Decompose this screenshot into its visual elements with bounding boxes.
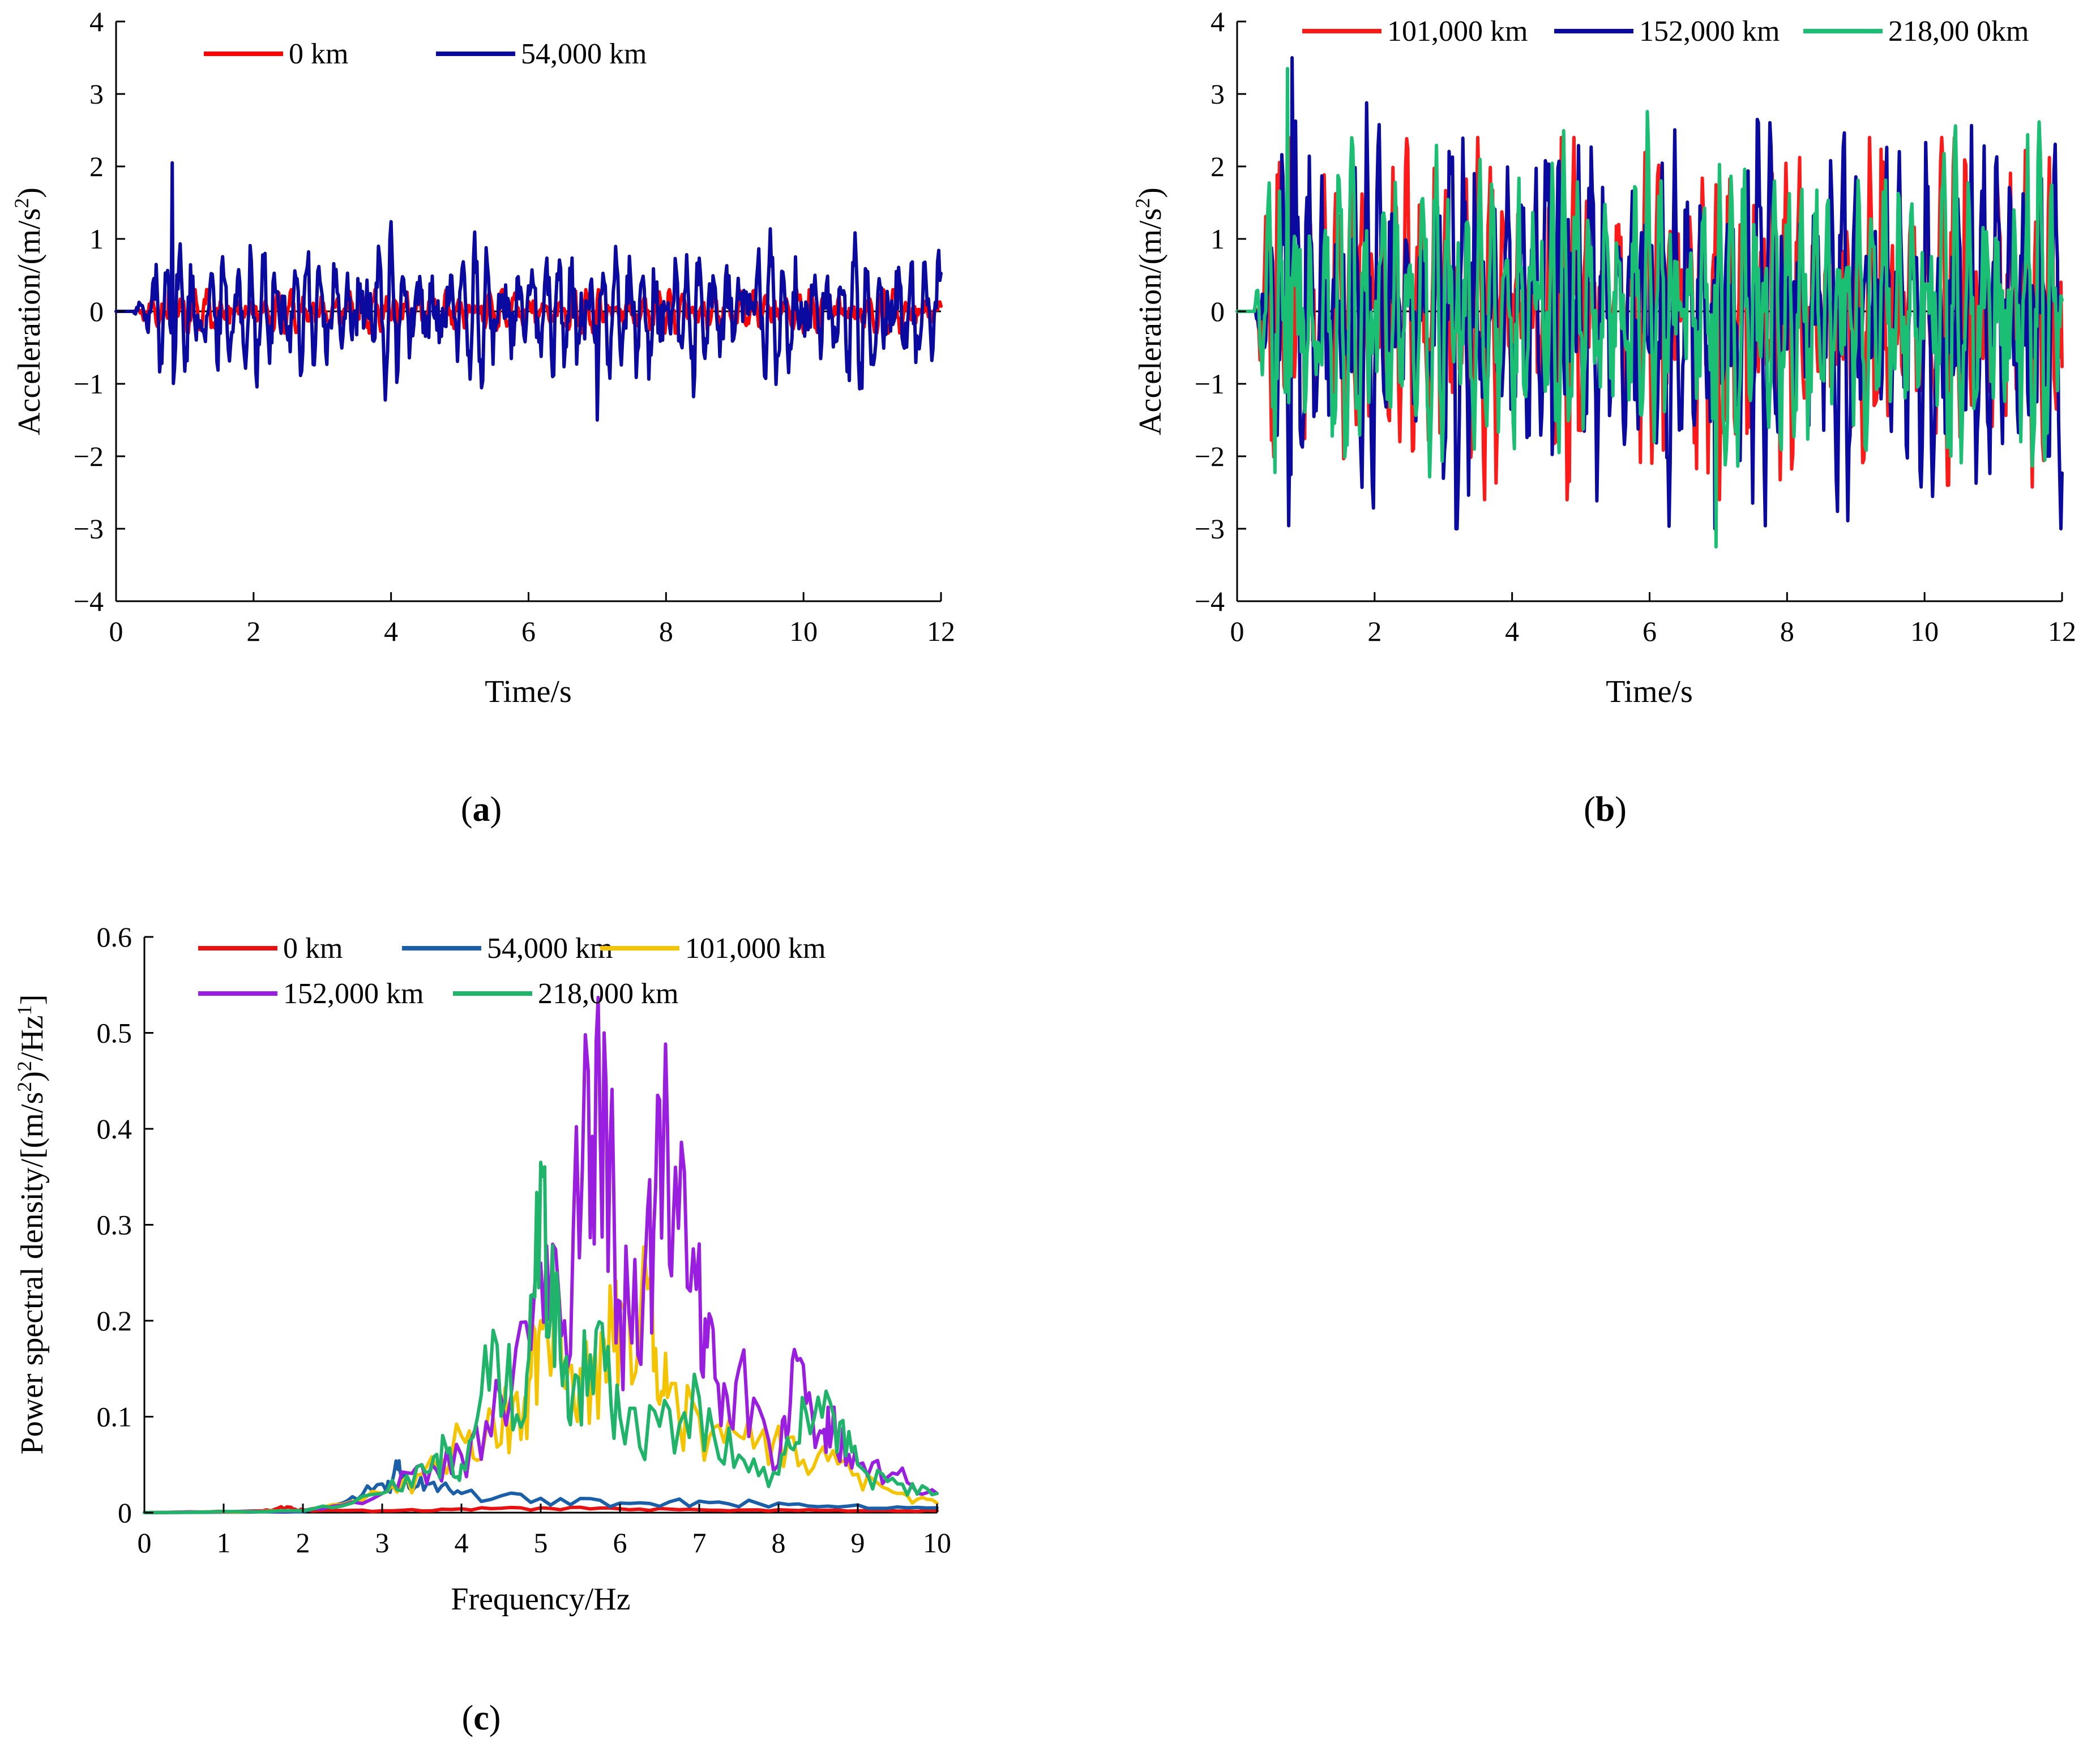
panel-b-caption: (b) xyxy=(1584,790,1627,829)
panel-c-xtick-label: 4 xyxy=(455,1527,469,1559)
panel-a-ytick-label: −2 xyxy=(74,440,104,472)
panel-c-legend-label: 101,000 km xyxy=(685,932,825,965)
panel-a-series-line xyxy=(114,161,943,422)
panel-c-ytick-label: 0.3 xyxy=(97,1209,132,1241)
panel-b-ytick-label: 3 xyxy=(1211,78,1225,110)
panel-c-xtick-label: 7 xyxy=(692,1527,707,1559)
panel-a-caption: (a) xyxy=(461,790,502,829)
panel-a-xtick-label: 6 xyxy=(521,615,536,647)
panel-c-legend-label: 0 km xyxy=(283,932,343,965)
panel-c-xtick-label: 1 xyxy=(217,1527,231,1559)
panel-a-x-axis-label: Time/s xyxy=(485,674,572,709)
panel-c-xtick-label: 8 xyxy=(772,1527,786,1559)
panel-b-ytick-label: −1 xyxy=(1195,368,1225,400)
panel-a-ytick-label: 1 xyxy=(89,223,104,255)
panel-c-legend-label: 152,000 km xyxy=(283,978,424,1010)
panel-c-x-axis-label: Frequency/Hz xyxy=(451,1582,630,1617)
panel-c-series-line xyxy=(143,1459,939,1514)
panel-a-xtick-label: 0 xyxy=(109,615,123,647)
panel-c-yticks: 0 0.1 0.2 0.3 0.4 0.5 0.6 xyxy=(97,921,153,1528)
panel-b-xtick-label: 4 xyxy=(1505,615,1519,647)
panel-b-x-axis-label: Time/s xyxy=(1606,674,1693,709)
panel-c-xtick-label: 9 xyxy=(851,1527,865,1559)
panel-a-legend: 0 km 54,000 km xyxy=(204,38,647,70)
panel-c-series-line xyxy=(143,1505,939,1514)
panel-c-xticks: 0 1 2 3 4 5 6 7 8 9 10 xyxy=(138,1504,951,1559)
panel-b-ytick-label: 2 xyxy=(1211,151,1225,182)
panel-a-xtick-label: 4 xyxy=(384,615,398,647)
panel-c-ytick-label: 0.6 xyxy=(97,921,132,953)
panel-c-legend-label: 54,000 km xyxy=(487,932,613,965)
panel-c-xtick-label: 6 xyxy=(613,1527,627,1559)
panel-a-xtick-label: 12 xyxy=(927,615,955,647)
panel-b-ytick-label: −4 xyxy=(1195,585,1225,617)
panel-b-xtick-label: 2 xyxy=(1367,615,1381,647)
panel-c-psd-chart: 0 1 2 3 4 5 6 7 8 9 10 0 0.1 0.2 0.3 0.4 0.5 0.6 Frequen… xyxy=(13,921,951,1737)
panel-a-series-group xyxy=(114,161,943,422)
panel-a-xtick-label: 8 xyxy=(659,615,673,647)
panel-b-ytick-label: 4 xyxy=(1211,6,1225,37)
panel-c-xtick-label: 10 xyxy=(923,1527,951,1559)
panel-b-yticks: −4 −3 −2 −1 0 1 2 3 4 xyxy=(1195,6,1246,617)
panel-a-xtick-label: 2 xyxy=(246,615,260,647)
panel-b-series-line xyxy=(1235,56,2064,530)
panel-a-legend-label: 0 km xyxy=(289,38,348,70)
panel-a-y-axis-label: Acceleration/(m/s2) xyxy=(10,187,47,435)
panel-b-legend-label: 101,000 km xyxy=(1387,15,1528,48)
panel-b-ytick-label: 0 xyxy=(1211,296,1225,327)
panel-c-ytick-label: 0.5 xyxy=(97,1017,132,1049)
panel-b-series-group xyxy=(1235,56,2064,549)
panel-a-yticks: −4 −3 −2 −1 0 1 2 3 4 xyxy=(74,6,125,617)
panel-b-xtick-label: 12 xyxy=(2048,615,2076,647)
panel-a-xticks: 0 2 4 6 8 10 12 xyxy=(109,592,955,647)
panel-c-series-group xyxy=(143,995,939,1514)
panel-c-y-axis-label: Power spectral density/[(m/s2)2/Hz1] xyxy=(13,995,50,1455)
panel-b-xticks: 0 2 4 6 8 10 12 xyxy=(1230,592,2076,647)
panel-c-legend: 0 km 54,000 km 101,000 km 152,000 km 218,000… xyxy=(198,932,825,1010)
panel-a-ytick-label: −1 xyxy=(74,368,104,400)
panel-a-xtick-label: 10 xyxy=(789,615,818,647)
panel-a-ytick-label: 2 xyxy=(89,151,104,182)
panel-a-ytick-label: −4 xyxy=(74,585,104,617)
panel-c-xtick-label: 2 xyxy=(296,1527,310,1559)
panel-c-legend-label: 218,000 km xyxy=(538,978,678,1010)
panel-b-y-axis-label: Acceleration/(m/s2) xyxy=(1131,187,1168,435)
panel-c-ytick-label: 0.4 xyxy=(97,1113,132,1145)
panel-b-xtick-label: 10 xyxy=(1910,615,1939,647)
panel-b-xtick-label: 6 xyxy=(1643,615,1657,647)
panel-c-xtick-label: 5 xyxy=(534,1527,548,1559)
panel-a-ytick-label: 4 xyxy=(89,6,104,37)
panel-c-series-line xyxy=(143,1161,939,1514)
panel-c-xtick-label: 0 xyxy=(138,1527,152,1559)
panel-a-ytick-label: −3 xyxy=(74,513,104,545)
panel-b-ytick-label: −3 xyxy=(1195,513,1225,545)
panel-a-ytick-label: 0 xyxy=(89,296,104,327)
panel-c-ytick-label: 0.2 xyxy=(97,1305,132,1337)
panel-b-legend-label: 218,00 0km xyxy=(1888,15,2029,48)
panel-c-xtick-label: 3 xyxy=(375,1527,390,1559)
panel-b-series-line xyxy=(1235,67,2064,549)
panel-c-series-line xyxy=(143,995,939,1514)
panel-b-xtick-label: 8 xyxy=(1780,615,1794,647)
panel-b-ytick-label: −2 xyxy=(1195,440,1225,472)
panel-b-legend-label: 152,000 km xyxy=(1639,15,1780,48)
panel-a-legend-label: 54,000 km xyxy=(521,38,647,70)
panel-b-ytick-label: 1 xyxy=(1211,223,1225,255)
panel-b-legend: 101,000 km 152,000 km 218,00 0km xyxy=(1302,15,2029,48)
panel-c-caption: (c) xyxy=(462,1699,501,1737)
panel-a-ytick-label: 3 xyxy=(89,78,104,110)
panel-b-xtick-label: 0 xyxy=(1230,615,1244,647)
panel-c-ytick-label: 0 xyxy=(118,1497,132,1528)
panel-c-ytick-label: 0.1 xyxy=(97,1401,132,1433)
